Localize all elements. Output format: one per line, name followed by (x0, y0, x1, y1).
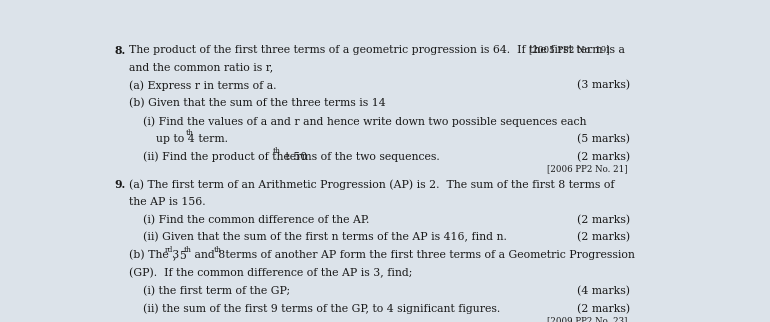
Text: th: th (273, 147, 281, 155)
Text: (ii) the sum of the first 9 terms of the GP, to 4 significant figures.: (ii) the sum of the first 9 terms of the… (142, 304, 500, 314)
Text: (a) Express r in terms of a.: (a) Express r in terms of a. (129, 80, 276, 91)
Text: th: th (183, 246, 192, 254)
Text: 9.: 9. (114, 179, 126, 190)
Text: up to 4: up to 4 (156, 134, 195, 144)
Text: , 5: , 5 (173, 250, 187, 260)
Text: (2 marks): (2 marks) (578, 232, 631, 243)
Text: terms of the two sequences.: terms of the two sequences. (282, 152, 440, 162)
Text: (a) The first term of an Arithmetic Progression (AP) is 2.  The sum of the first: (a) The first term of an Arithmetic Prog… (129, 179, 614, 190)
Text: terms of another AP form the first three terms of a Geometric Progression: terms of another AP form the first three… (222, 250, 634, 260)
Text: (ii) Given that the sum of the first n terms of the AP is 416, find n.: (ii) Given that the sum of the first n t… (142, 232, 507, 243)
Text: and 8: and 8 (191, 250, 226, 260)
Text: term.: term. (195, 134, 228, 144)
Text: [2005 PP2 No. 19]: [2005 PP2 No. 19] (529, 45, 610, 54)
Text: [2006 PP2 No. 21]: [2006 PP2 No. 21] (547, 164, 628, 173)
Text: (2 marks): (2 marks) (578, 304, 631, 314)
Text: (i) Find the common difference of the AP.: (i) Find the common difference of the AP… (142, 214, 369, 225)
Text: The product of the first three terms of a geometric progression is 64.  If the f: The product of the first three terms of … (129, 45, 625, 55)
Text: (GP).  If the common difference of the AP is 3, find;: (GP). If the common difference of the AP… (129, 268, 413, 278)
Text: (b) Given that the sum of the three terms is 14: (b) Given that the sum of the three term… (129, 98, 386, 109)
Text: th: th (214, 246, 222, 254)
Text: (3 marks): (3 marks) (578, 80, 631, 91)
Text: (i) the first term of the GP;: (i) the first term of the GP; (142, 286, 290, 296)
Text: (2 marks): (2 marks) (578, 214, 631, 225)
Text: the AP is 156.: the AP is 156. (129, 197, 206, 207)
Text: rd: rd (165, 246, 173, 254)
Text: 8.: 8. (114, 45, 126, 56)
Text: [2009 PP2 No. 23]: [2009 PP2 No. 23] (547, 316, 628, 322)
Text: (ii) Find the product of the 50: (ii) Find the product of the 50 (142, 152, 307, 162)
Text: (b) The 3: (b) The 3 (129, 250, 179, 260)
Text: and the common ratio is r,: and the common ratio is r, (129, 63, 273, 73)
Text: (i) Find the values of a and r and hence write down two possible sequences each: (i) Find the values of a and r and hence… (142, 116, 586, 127)
Text: th: th (186, 129, 194, 137)
Text: (2 marks): (2 marks) (578, 152, 631, 162)
Text: (4 marks): (4 marks) (578, 286, 631, 296)
Text: (5 marks): (5 marks) (578, 134, 631, 144)
